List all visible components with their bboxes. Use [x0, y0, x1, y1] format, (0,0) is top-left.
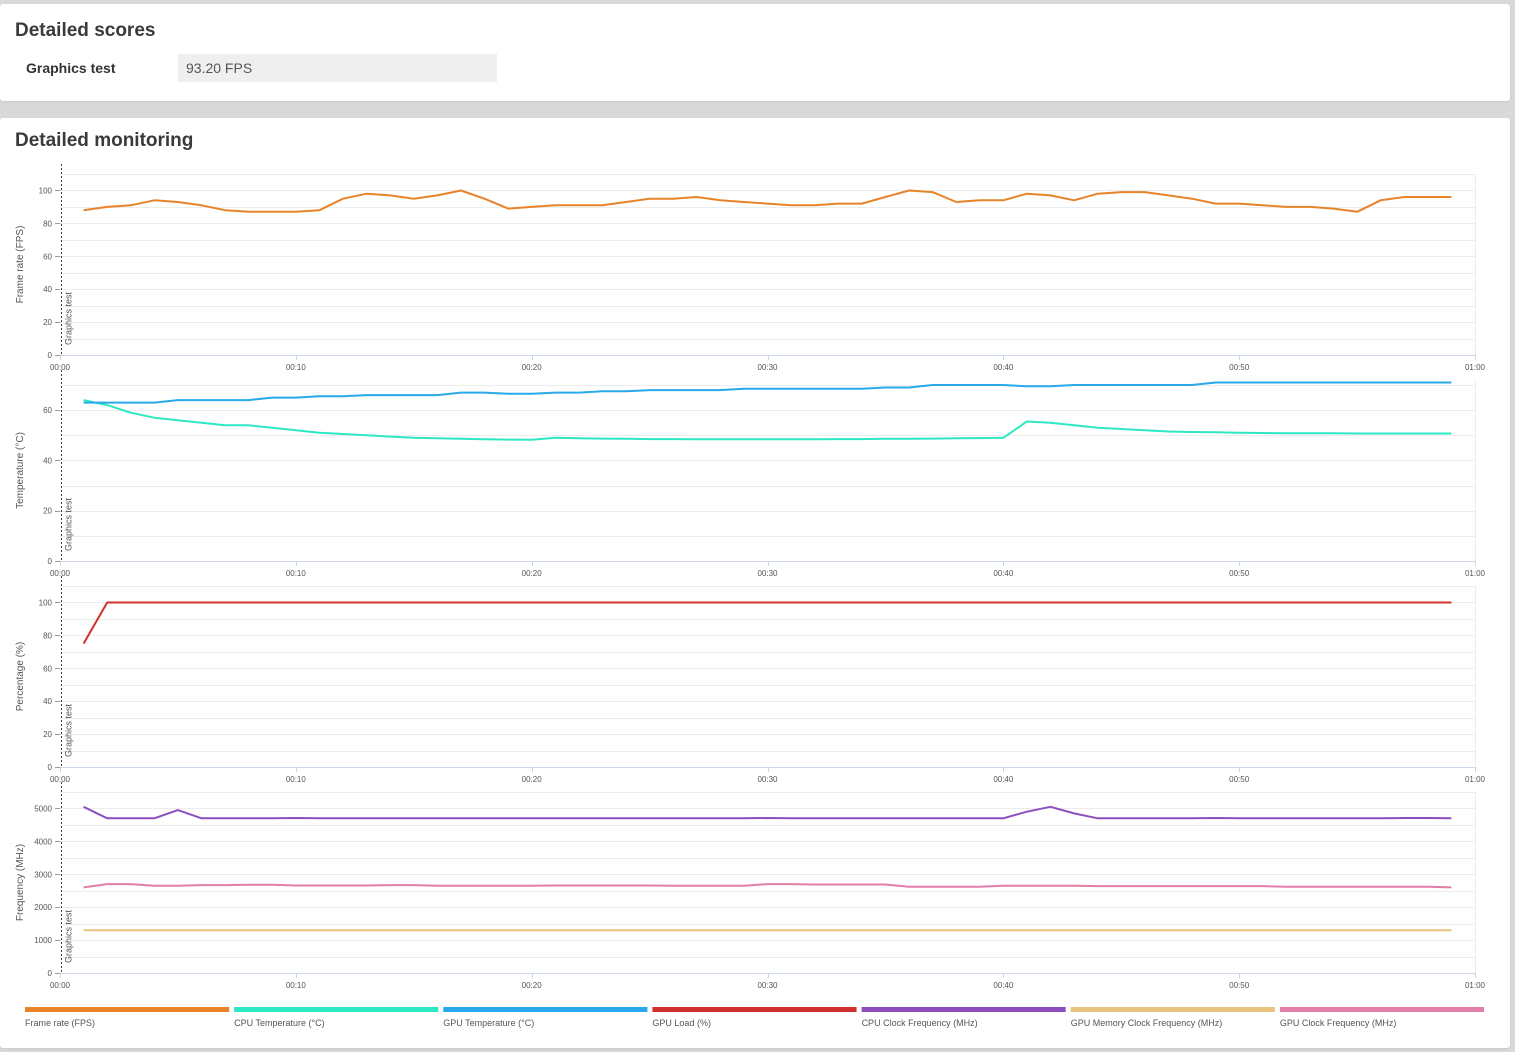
percentage-x-tick-label: 01:00: [1465, 775, 1486, 784]
frame-rate-y-tick-label: 20: [43, 318, 52, 327]
temperature-x-tick-label: 00:20: [522, 569, 543, 578]
detailed-monitoring-title: Detailed monitoring: [15, 130, 194, 151]
frame-rate-y-tick-label: 0: [48, 351, 53, 360]
frequency-x-tick-label: 00:30: [757, 981, 778, 990]
percentage-x-tick-label: 00:10: [286, 775, 307, 784]
legend-swatch-gpu-clock-frequency-mhz: [1279, 1007, 1484, 1012]
legend-swatch-cpu-temperature-c: [234, 1007, 439, 1012]
temperature-y-tick-label: 20: [43, 507, 52, 516]
percentage-y-tick-label: 0: [48, 763, 53, 772]
legend-label-gpu-temperature-c: GPU Temperature (°C): [443, 1018, 534, 1028]
frame-rate-x-tick-label: 00:30: [757, 363, 778, 372]
percentage-x-tick-label: 00:50: [1229, 775, 1250, 784]
legend-label-cpu-temperature-c: CPU Temperature (°C): [234, 1018, 324, 1028]
frequency-x-tick-label: 00:10: [286, 981, 307, 990]
temperature-x-tick-label: 00:10: [286, 569, 307, 578]
legend-label-frame-rate-fps: Frame rate (FPS): [25, 1018, 95, 1028]
frequency-x-tick-label: 00:50: [1229, 981, 1250, 990]
legend-swatch-gpu-memory-clock-frequency-mhz: [1070, 1007, 1275, 1012]
temperature-y-tick-label: 0: [48, 557, 53, 566]
series-line-cpu-clock-frequency-mhz: [83, 805, 1452, 820]
frame-rate-chart: 0 20 40 60 80 100 00:00 00:10 00:20 00:30 00:40 00:…: [15, 164, 1486, 372]
percentage-x-tick-label: 00:20: [522, 775, 543, 784]
percentage-x-tick-label: 00:40: [993, 775, 1014, 784]
percentage-x-tick-label: 00:00: [50, 775, 71, 784]
percentage-y-tick-label: 40: [43, 697, 52, 706]
temperature-y-axis-title: Temperature (°C): [15, 432, 26, 509]
series-line-gpu-temperature-c: [83, 381, 1452, 404]
frame-rate-x-tick-label: 00:00: [50, 363, 71, 372]
frequency-y-tick-label: 4000: [34, 837, 52, 846]
frequency-y-axis-title: Frequency (MHz): [15, 844, 26, 921]
series-line-gpu-clock-frequency-mhz: [83, 883, 1452, 889]
legend-swatch-frame-rate-fps: [25, 1007, 230, 1012]
temperature-graphics-test-label: Graphics test: [64, 497, 74, 551]
temperature-y-tick-label: 40: [43, 456, 52, 465]
legend-label-gpu-load: GPU Load (%): [652, 1018, 711, 1028]
percentage-x-tick-label: 00:30: [757, 775, 778, 784]
frequency-y-tick-label: 3000: [34, 870, 52, 879]
legend-swatch-gpu-temperature-c: [443, 1007, 648, 1012]
temperature-x-tick-label: 00:30: [757, 569, 778, 578]
percentage-y-tick-label: 60: [43, 664, 52, 673]
temperature-x-tick-label: 00:00: [50, 569, 71, 578]
temperature-x-tick-label: 00:50: [1229, 569, 1250, 578]
temperature-chart: 0 20 40 60 00:00 00:10 00:20 00:30 00:40 00:50 01:…: [15, 370, 1486, 578]
frequency-graphics-test-label: Graphics test: [64, 909, 74, 963]
frame-rate-graphics-test-label: Graphics test: [64, 291, 74, 345]
temperature-y-tick-label: 60: [43, 406, 52, 415]
series-line-gpu-load: [82, 601, 1452, 645]
detailed-scores-title: Detailed scores: [15, 20, 156, 41]
legend-swatch-gpu-load: [652, 1007, 857, 1012]
graphics-test-score: 93.20 FPS: [178, 54, 497, 82]
frame-rate-x-tick-label: 01:00: [1465, 363, 1486, 372]
frame-rate-x-tick-label: 00:40: [993, 363, 1014, 372]
temperature-x-tick-label: 01:00: [1465, 569, 1486, 578]
percentage-graphics-test-label: Graphics test: [64, 703, 74, 757]
series-line-frame-rate-fps: [83, 189, 1452, 213]
frequency-x-tick-label: 00:40: [993, 981, 1014, 990]
frequency-chart: 0 1000 2000 3000 4000 5000 00:00 00:10 00:20 00:3…: [15, 782, 1486, 990]
legend-swatch-cpu-clock-frequency-mhz: [861, 1007, 1066, 1012]
series-line-cpu-temperature-c: [83, 399, 1452, 441]
monitoring-charts: 0 20 40 60 80 100 00:00 00:10 00:20 00:30 00:40 00:…: [15, 164, 1486, 1028]
frequency-y-tick-label: 1000: [34, 936, 52, 945]
frame-rate-y-tick-label: 40: [43, 285, 52, 294]
frame-rate-x-tick-label: 00:20: [522, 363, 543, 372]
percentage-chart: 0 20 40 60 80 100 00:00 00:10 00:20 00:30 00:40 00:…: [15, 576, 1486, 784]
percentage-y-tick-label: 80: [43, 631, 52, 640]
frame-rate-y-tick-label: 100: [39, 186, 53, 195]
legend-label-cpu-clock-frequency-mhz: CPU Clock Frequency (MHz): [862, 1018, 978, 1028]
chart-legend: Frame rate (FPS) CPU Temperature (°C) GPU …: [25, 1007, 1484, 1028]
detailed-monitoring-card: Detailed monitoring 0 20 40 60 80 100 00:00 00:…: [0, 118, 1510, 1048]
percentage-y-tick-label: 20: [43, 730, 52, 739]
legend-label-gpu-memory-clock-frequency-mhz: GPU Memory Clock Frequency (MHz): [1071, 1018, 1223, 1028]
frame-rate-y-tick-label: 60: [43, 252, 52, 261]
percentage-y-axis-title: Percentage (%): [15, 642, 26, 711]
frame-rate-y-axis-title: Frame rate (FPS): [15, 226, 26, 304]
frequency-x-tick-label: 00:20: [522, 981, 543, 990]
frequency-y-tick-label: 0: [48, 969, 53, 978]
detailed-scores-card: Detailed scores Graphics test 93.20 FPS: [0, 4, 1510, 101]
frame-rate-y-tick-label: 80: [43, 219, 52, 228]
temperature-x-tick-label: 00:40: [993, 569, 1014, 578]
frequency-x-tick-label: 00:00: [50, 981, 71, 990]
legend-label-gpu-clock-frequency-mhz: GPU Clock Frequency (MHz): [1280, 1018, 1397, 1028]
frame-rate-x-tick-label: 00:50: [1229, 363, 1250, 372]
frequency-x-tick-label: 01:00: [1465, 981, 1486, 990]
frequency-y-tick-label: 2000: [34, 903, 52, 912]
frame-rate-x-tick-label: 00:10: [286, 363, 307, 372]
frequency-y-tick-label: 5000: [34, 804, 52, 813]
graphics-test-label: Graphics test: [26, 60, 116, 76]
percentage-y-tick-label: 100: [39, 598, 53, 607]
